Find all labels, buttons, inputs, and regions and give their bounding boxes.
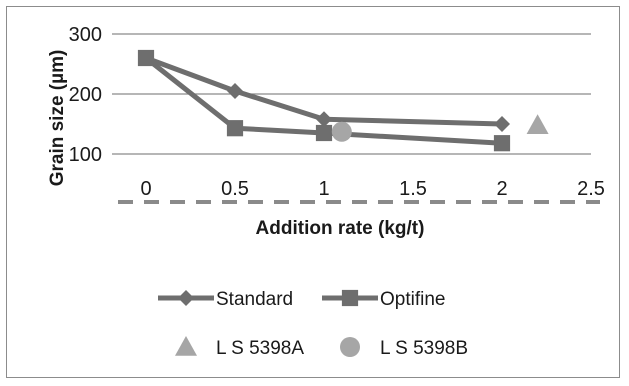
data-point-standard — [227, 83, 243, 99]
legend-triangle-icon — [175, 336, 197, 356]
legend: Standard Optifine L S 5398A L S 5398B — [158, 289, 468, 359]
x-tick-label: 2 — [496, 178, 507, 200]
legend-item-standard: Standard — [158, 289, 293, 310]
data-point-optifine — [137, 49, 155, 67]
legend-item-l-s-5398a: L S 5398A — [175, 336, 304, 359]
y-tick-label: 200 — [69, 84, 102, 106]
legend-label: Optifine — [380, 289, 445, 310]
legend-circle-icon — [340, 337, 360, 357]
x-tick-label: 1 — [318, 178, 329, 200]
legend-label: L S 5398B — [380, 338, 468, 359]
data-point-optifine — [315, 124, 333, 142]
x-axis-title: Addition rate (kg/t) — [256, 218, 425, 239]
legend-label: L S 5398A — [216, 338, 304, 359]
x-tick-labels: 0 0.5 1 1.5 2 2.5 — [140, 178, 604, 200]
y-tick-label: 300 — [69, 24, 102, 46]
y-tick-labels: 100 200 300 — [69, 24, 102, 166]
x-tick-label: 0 — [140, 178, 151, 200]
data-point-optifine — [493, 135, 511, 152]
series-l-s-5398b — [331, 121, 352, 142]
legend-label: Standard — [216, 289, 293, 310]
data-point-l-s-5398b — [331, 121, 352, 142]
series-standard — [138, 50, 510, 132]
data-point-standard — [494, 116, 510, 132]
series-layer — [137, 49, 549, 152]
legend-item-l-s-5398b: L S 5398B — [340, 337, 468, 359]
legend-square-icon — [341, 289, 359, 307]
x-tick-label: 0.5 — [221, 178, 249, 200]
data-point-standard — [316, 111, 332, 128]
chart-frame — [6, 6, 620, 378]
legend-item-optifine: Optifine — [322, 289, 445, 310]
y-tick-label: 100 — [69, 144, 102, 166]
series-line-standard — [145, 55, 503, 127]
legend-diamond-icon — [178, 290, 194, 306]
data-point-optifine — [226, 120, 244, 137]
y-axis-title: Grain size (µm) — [47, 50, 68, 187]
series-l-s-5398a — [526, 114, 549, 134]
series-line-optifine — [144, 56, 503, 146]
series-optifine — [137, 49, 511, 152]
x-tick-label: 1.5 — [399, 178, 427, 200]
x-tick-label: 2.5 — [577, 178, 605, 200]
data-point-l-s-5398a — [526, 114, 549, 134]
